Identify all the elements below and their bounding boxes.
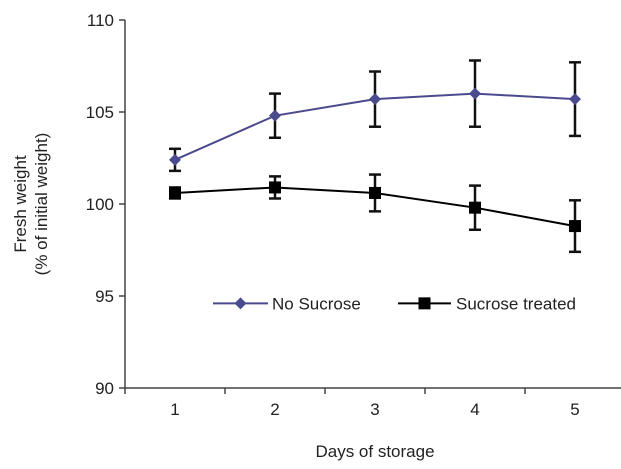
legend-label-no-sucrose: No Sucrose — [272, 294, 361, 313]
data-point-no-sucrose — [169, 153, 181, 166]
y-tick-label: 105 — [86, 103, 114, 122]
x-tick-label: 5 — [570, 400, 579, 419]
x-axis-title: Days of storage — [315, 442, 434, 461]
axes: 90 95 100 105 110 1 2 3 4 5 — [86, 11, 621, 419]
y-tick-label: 110 — [87, 11, 114, 30]
data-point-no-sucrose — [569, 93, 581, 106]
error-bars — [169, 59, 581, 254]
legend-label-sucrose-treated: Sucrose treated — [456, 294, 576, 313]
y-tick-label: 95 — [95, 287, 114, 306]
y-axis-title-line-1: Fresh weight — [11, 155, 30, 253]
data-point-no-sucrose — [469, 87, 481, 100]
x-tick-label: 4 — [470, 400, 479, 419]
data-point-sucrose-treated — [269, 181, 281, 194]
data-point-no-sucrose — [369, 93, 381, 106]
data-point-sucrose-treated — [369, 186, 381, 199]
data-point-sucrose-treated — [569, 220, 581, 233]
data-point-sucrose-treated — [169, 186, 181, 199]
series-markers — [169, 87, 581, 233]
y-axis-title-line-2: (% of initial weight) — [32, 133, 51, 276]
y-tick-label: 100 — [86, 195, 114, 214]
legend-marker-sucrose-treated — [418, 297, 431, 310]
x-tick-label: 1 — [170, 400, 179, 419]
x-tick-label: 2 — [270, 400, 279, 419]
legend: No Sucrose Sucrose treated — [213, 294, 576, 313]
x-tick-label: 3 — [370, 400, 379, 419]
data-point-no-sucrose — [269, 109, 281, 122]
y-tick-label: 90 — [95, 379, 114, 398]
legend-marker-no-sucrose — [234, 297, 247, 310]
data-point-sucrose-treated — [469, 201, 481, 214]
